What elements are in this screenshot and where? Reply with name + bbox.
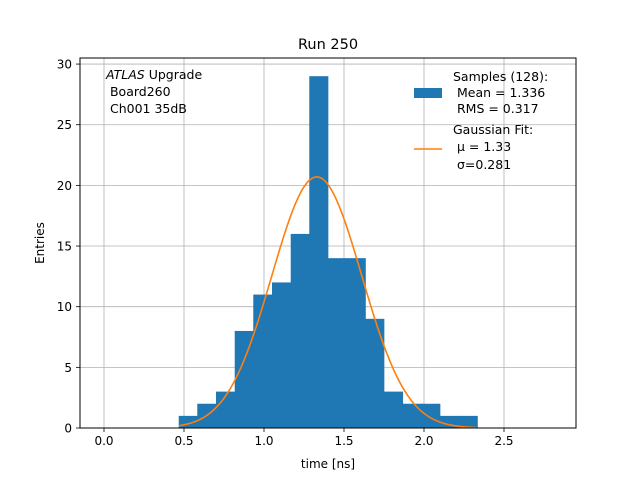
plot-frame bbox=[79, 57, 577, 429]
legend-fit-line1: Gaussian Fit: bbox=[453, 122, 533, 137]
histogram-bar bbox=[253, 294, 273, 428]
histogram-bar bbox=[458, 415, 478, 428]
histogram-bar bbox=[272, 282, 292, 428]
y-tick-label: 25 bbox=[57, 118, 72, 132]
histogram-bar bbox=[290, 233, 310, 428]
atlas-annotation: ATLAS Upgrade Board260 Ch001 35dB bbox=[105, 67, 202, 116]
y-tick-label: 0 bbox=[64, 422, 72, 436]
annotation-atlas: ATLAS bbox=[105, 67, 145, 82]
y-tick-label: 15 bbox=[57, 240, 72, 254]
legend: Samples (128): Mean = 1.336 RMS = 0.317 … bbox=[414, 69, 548, 172]
gaussian-fit-curve bbox=[179, 176, 477, 429]
x-axis-ticks: 0.0 0.5 1.0 1.5 2.0 2.5 bbox=[94, 428, 514, 448]
histogram-bar bbox=[216, 391, 236, 428]
x-tick-label: 2.5 bbox=[494, 434, 513, 448]
y-tick-label: 30 bbox=[57, 58, 72, 72]
y-tick-label: 5 bbox=[64, 361, 72, 375]
x-tick-label: 0.0 bbox=[94, 434, 113, 448]
annotation-upgrade: Upgrade bbox=[145, 67, 203, 82]
histogram-bar bbox=[402, 403, 422, 428]
histogram-bar bbox=[328, 258, 348, 428]
x-tick-label: 1.0 bbox=[254, 434, 273, 448]
grid-lines bbox=[80, 58, 576, 429]
legend-fit-sigma: σ=0.281 bbox=[453, 157, 511, 172]
annotation-board: Board260 bbox=[106, 84, 171, 99]
x-axis-label: time [ns] bbox=[301, 457, 355, 471]
histogram-bar bbox=[234, 330, 254, 428]
histogram-bar bbox=[365, 318, 385, 428]
y-tick-label: 20 bbox=[57, 179, 72, 193]
y-axis-ticks: 0 5 10 15 20 25 30 bbox=[57, 58, 80, 436]
y-tick-label: 10 bbox=[57, 300, 72, 314]
histogram-bar bbox=[384, 391, 404, 428]
legend-samples-mean: Mean = 1.336 bbox=[453, 85, 545, 100]
x-tick-label: 1.5 bbox=[334, 434, 353, 448]
annotation-channel: Ch001 35dB bbox=[106, 101, 187, 116]
chart-title: Run 250 bbox=[298, 37, 358, 53]
x-tick-label: 0.5 bbox=[174, 434, 193, 448]
svg-text:ATLAS Upgrade: ATLAS Upgrade bbox=[105, 67, 202, 82]
legend-samples-rms: RMS = 0.317 bbox=[453, 101, 539, 116]
histogram-bar bbox=[421, 403, 441, 428]
y-axis-label: Entries bbox=[33, 222, 47, 264]
legend-samples-line1: Samples (128): bbox=[453, 69, 548, 84]
histogram-bar bbox=[346, 258, 366, 428]
histogram-bars bbox=[178, 76, 478, 429]
legend-samples-swatch bbox=[414, 88, 442, 98]
legend-fit-mu: μ = 1.33 bbox=[453, 139, 511, 154]
x-tick-label: 2.0 bbox=[414, 434, 433, 448]
histogram-bar bbox=[309, 76, 329, 429]
